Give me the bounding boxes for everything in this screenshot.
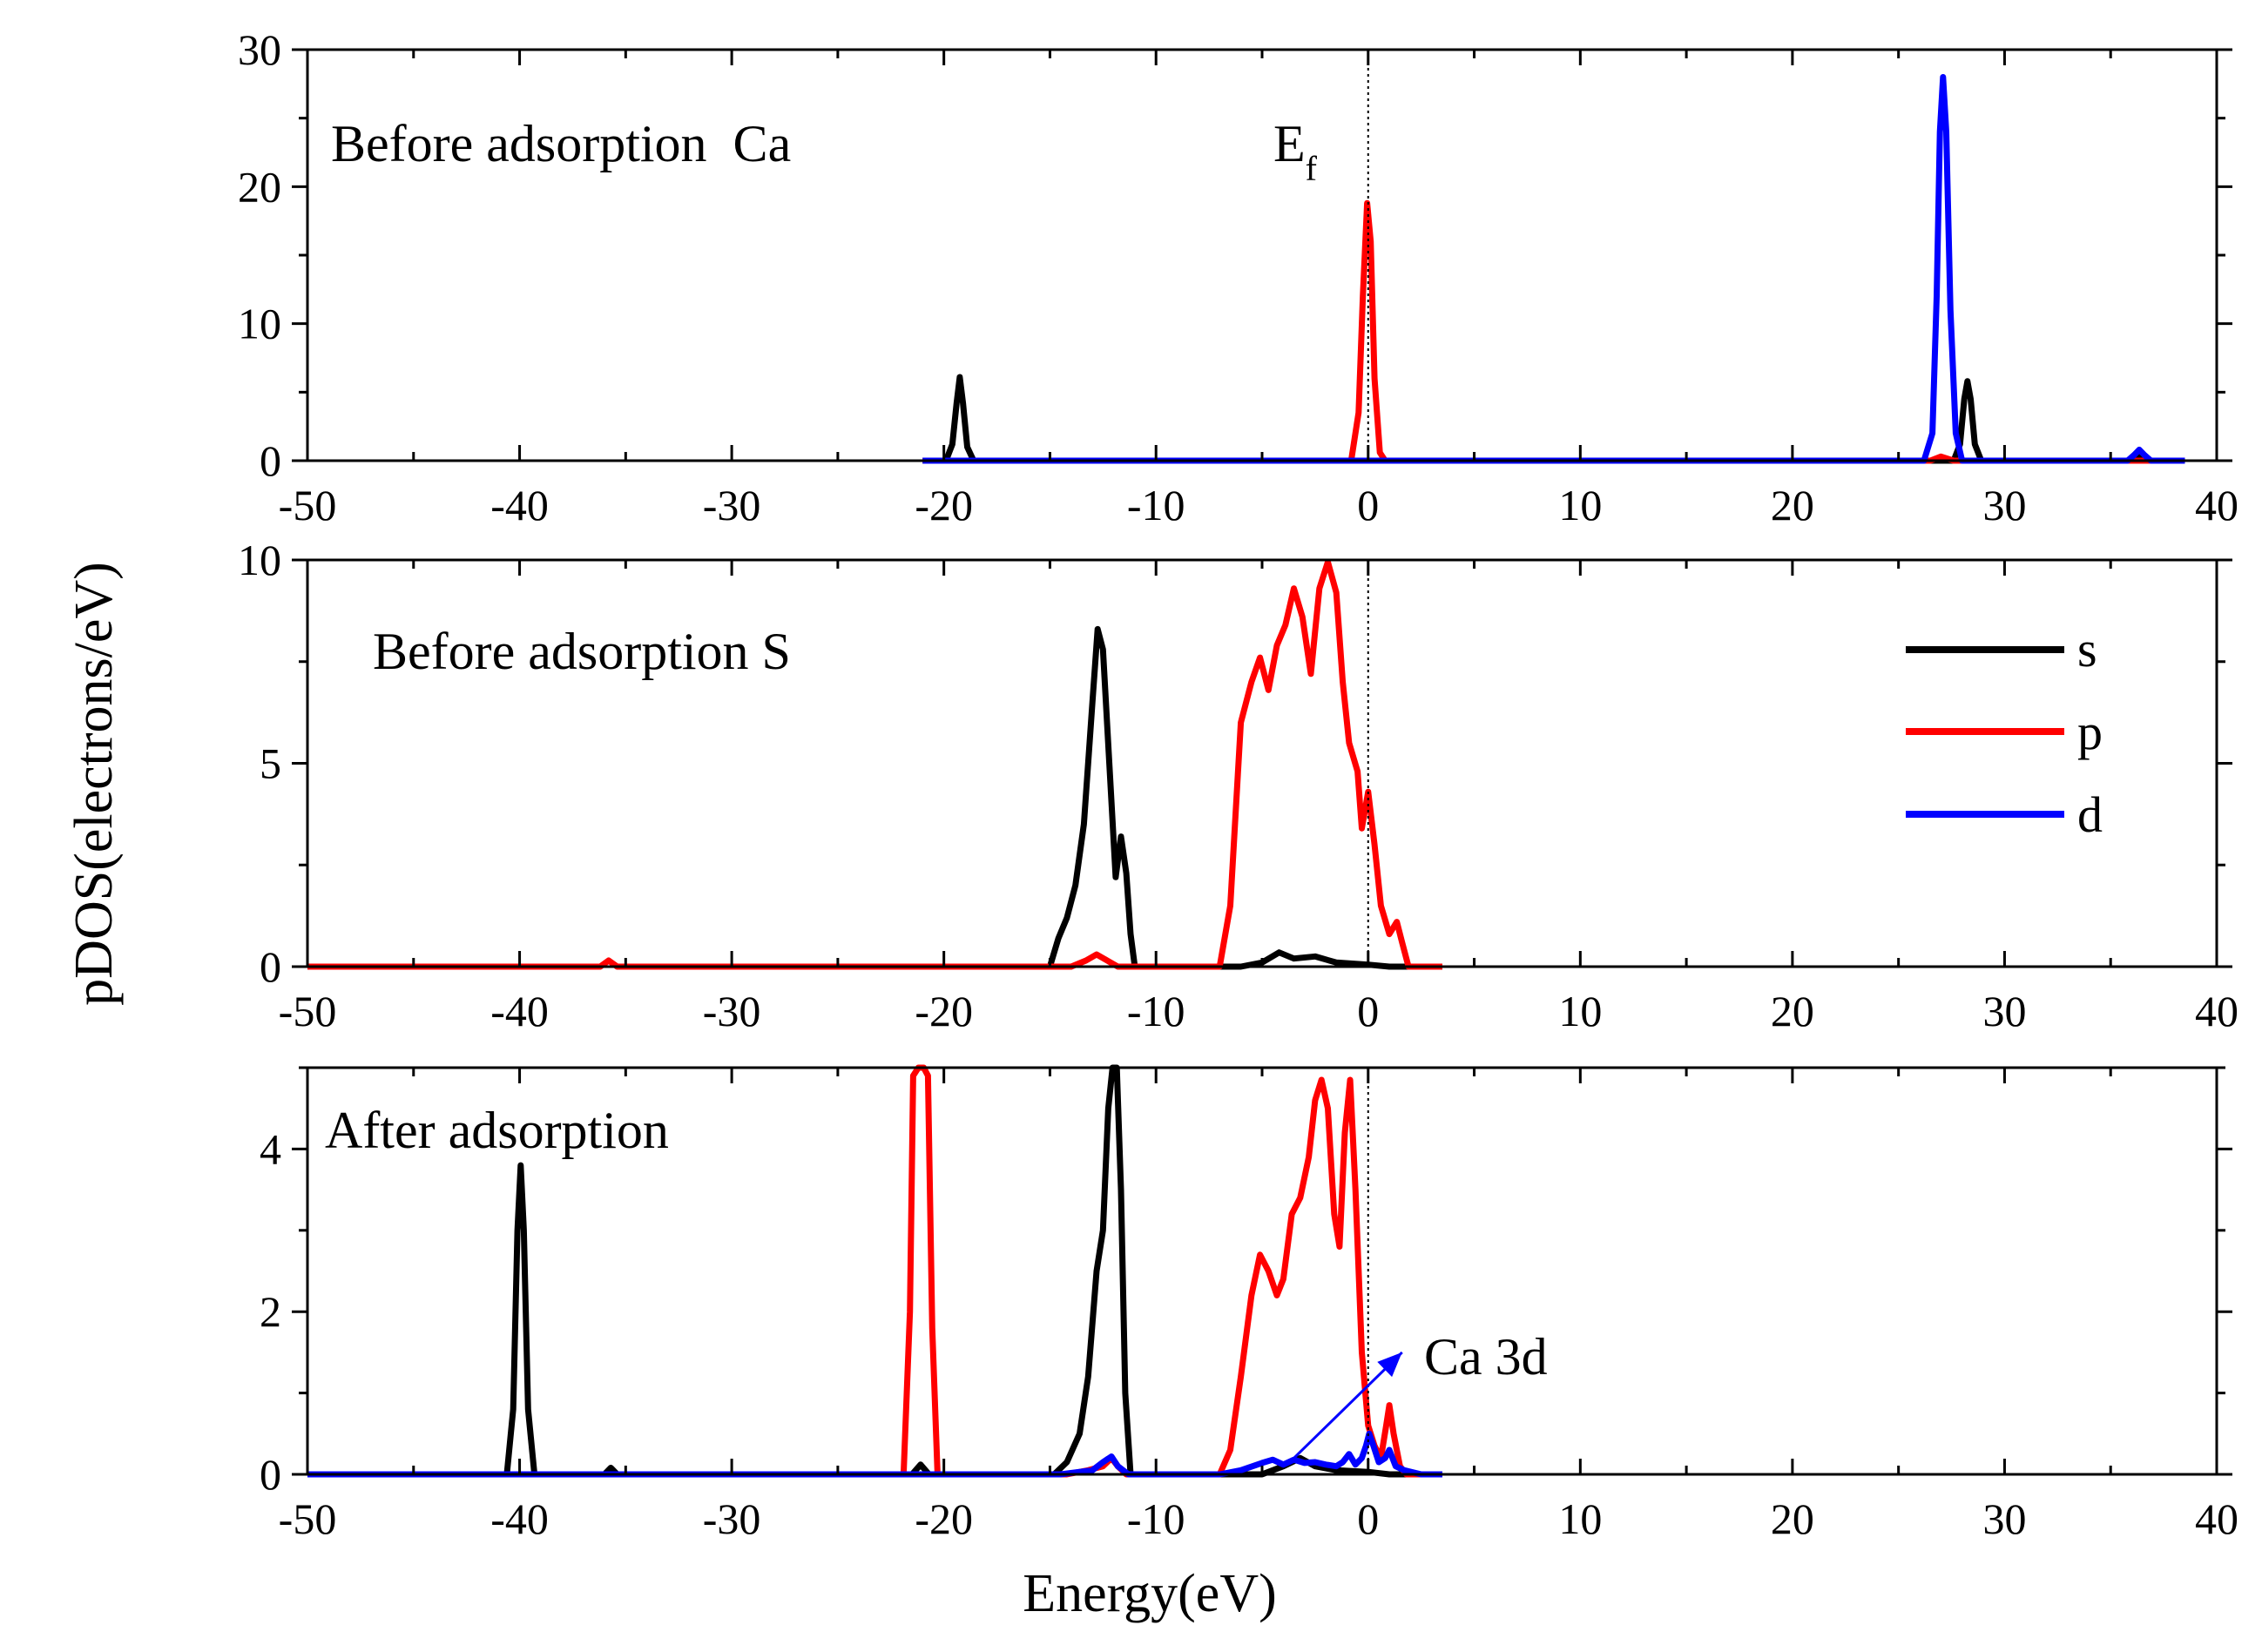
x-tick-label: -10 [1127, 987, 1185, 1035]
x-axis-label: Energy(eV) [1023, 1564, 1277, 1623]
y-tick-label: 0 [260, 436, 281, 485]
x-tick-label: 20 [1771, 1494, 1814, 1543]
y-tick-label: 10 [238, 536, 281, 584]
y-tick-label: 0 [260, 942, 281, 991]
x-tick-label: 10 [1558, 987, 1602, 1035]
fermi-label-sub: f [1306, 149, 1318, 188]
series-s-line [1047, 625, 1442, 970]
series-d-line [922, 74, 2185, 464]
panel-1-title: Before adsorption Ca [331, 115, 791, 172]
annotation-arrow-head [1377, 1352, 1402, 1378]
x-tick-label: -40 [490, 481, 549, 529]
fermi-label-main: E [1273, 115, 1306, 172]
y-tick-label: 10 [238, 300, 281, 348]
y-tick-label: 4 [260, 1124, 281, 1173]
legend-label-p: p [2077, 704, 2103, 760]
x-tick-label: 0 [1357, 987, 1379, 1035]
x-tick-label: -50 [279, 481, 337, 529]
legend-label-d: d [2077, 786, 2103, 843]
x-tick-label: -20 [915, 987, 973, 1035]
x-tick-label: -20 [915, 481, 973, 529]
y-axis-label: pDOS(electrons/eV) [64, 562, 124, 1006]
panel-3-title: After adsorption [325, 1102, 669, 1159]
x-tick-label: 30 [1982, 1494, 2026, 1543]
x-tick-label: 20 [1771, 481, 1814, 529]
fermi-level-label: Ef [1273, 115, 1318, 188]
y-tick-label: 20 [238, 162, 281, 211]
x-tick-label: -20 [915, 1494, 973, 1543]
series-p-line [307, 558, 1442, 970]
panel-2-title: Before adsorption S [373, 623, 791, 680]
x-tick-label: 0 [1357, 1494, 1379, 1543]
y-tick-label: 5 [260, 739, 281, 788]
x-tick-label: -50 [279, 1494, 337, 1543]
x-tick-label: -50 [279, 987, 337, 1035]
legend-label-s: s [2077, 621, 2097, 678]
x-tick-label: 40 [2195, 1494, 2238, 1543]
x-tick-label: -10 [1127, 1494, 1185, 1543]
x-tick-label: -30 [703, 987, 761, 1035]
x-tick-label: 10 [1558, 1494, 1602, 1543]
x-tick-label: 40 [2195, 987, 2238, 1035]
y-tick-label: 2 [260, 1287, 281, 1336]
panel-2: -50 -40 -30 -20 -10 0 10 20 30 40 0 5 10 [238, 536, 2238, 1035]
x-tick-label: 0 [1357, 481, 1379, 529]
x-tick-label: 30 [1982, 481, 2026, 529]
x-tick-label: 10 [1558, 481, 1602, 529]
series-p-line [922, 199, 2185, 464]
x-tick-label: -30 [703, 481, 761, 529]
x-tick-label: 30 [1982, 987, 2026, 1035]
x-tick-label: 20 [1771, 987, 1814, 1035]
y-tick-label: 30 [238, 25, 281, 74]
x-tick-label: -10 [1127, 481, 1185, 529]
x-tick-label: -40 [490, 1494, 549, 1543]
ca-3d-annotation: Ca 3d [1424, 1328, 1548, 1386]
series-d-line [307, 1430, 1442, 1478]
y-tick-label: 0 [260, 1450, 281, 1499]
panel-1: -50 -40 -30 -20 -10 0 10 20 30 40 0 10 20 30 [238, 25, 2238, 529]
annotation-arrow-line [1293, 1351, 1403, 1460]
x-tick-label: -40 [490, 987, 549, 1035]
panel-3: -50 -40 -30 -20 -10 0 10 20 30 40 0 2 4 [260, 1064, 2238, 1543]
x-tick-label: -30 [703, 1494, 761, 1543]
x-tick-label: 40 [2195, 481, 2238, 529]
